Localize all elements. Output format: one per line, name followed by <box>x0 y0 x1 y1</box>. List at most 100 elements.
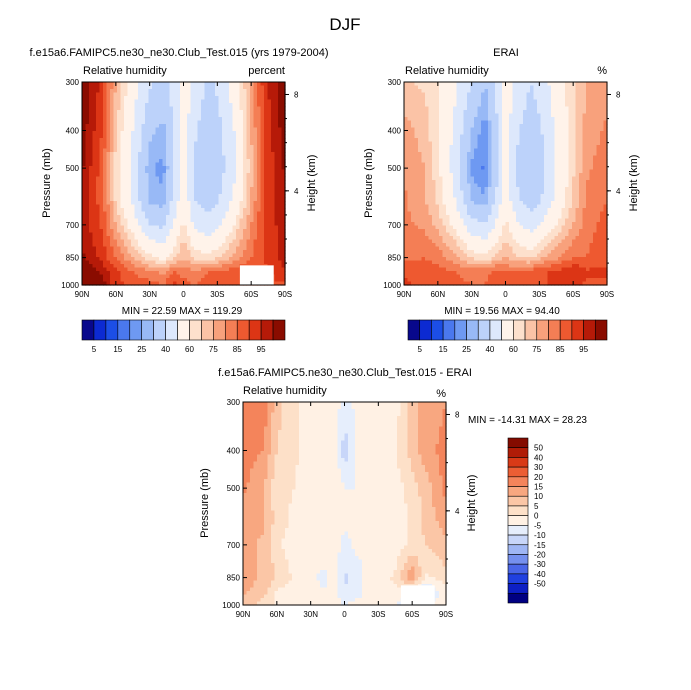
erai-cell <box>404 113 409 118</box>
model-cell <box>110 85 115 90</box>
model-cell <box>239 215 244 220</box>
model-cell <box>127 85 132 90</box>
erai-cell <box>519 124 524 129</box>
model-cell <box>145 180 150 185</box>
model-cell <box>190 236 195 241</box>
erai-cell <box>407 152 412 157</box>
model-x-tick-label: 0 <box>181 290 186 299</box>
model-cell <box>166 138 171 143</box>
model-cell <box>159 134 164 139</box>
erai-cell <box>428 89 433 94</box>
model-cell <box>173 131 178 136</box>
model-cell <box>281 183 286 188</box>
erai-cell <box>544 120 549 125</box>
model-cell <box>246 99 251 104</box>
erai-cell <box>428 110 433 115</box>
model-cell <box>169 127 174 132</box>
model-cell <box>204 257 209 262</box>
erai-cell <box>418 169 423 174</box>
model-cell <box>166 155 171 160</box>
model-cell <box>218 169 223 174</box>
model-cell <box>173 159 178 164</box>
model-cell <box>155 106 160 111</box>
erai-cell <box>428 113 433 118</box>
model-cell <box>138 82 143 87</box>
erai-cell <box>488 127 493 132</box>
erai-cell <box>589 92 594 97</box>
model-cell <box>278 117 283 122</box>
model-cell <box>92 225 97 230</box>
model-cell <box>211 218 216 223</box>
model-cell <box>134 127 139 132</box>
model-cell <box>169 253 174 258</box>
erai-cell <box>600 99 605 104</box>
erai-cell <box>425 89 430 94</box>
model-cell <box>103 239 108 244</box>
model-cell <box>264 92 269 97</box>
model-cell <box>281 152 286 157</box>
model-cell <box>197 243 202 248</box>
erai-cell <box>418 127 423 132</box>
model-cell <box>194 229 199 234</box>
model-cell <box>159 218 164 223</box>
model-cell <box>124 176 129 181</box>
model-cell <box>204 110 209 115</box>
erai-cell <box>540 85 545 90</box>
model-cell <box>120 124 125 129</box>
model-colorbar-label: 5 <box>92 345 97 354</box>
model-cell <box>96 253 101 258</box>
model-cell <box>169 176 174 181</box>
erai-cell <box>526 127 531 132</box>
erai-cell <box>460 127 465 132</box>
erai-cell <box>572 131 577 136</box>
model-cell <box>243 89 248 94</box>
erai-cell <box>572 166 577 171</box>
model-cell <box>96 222 101 227</box>
erai-cell <box>470 82 475 87</box>
model-cell <box>92 124 97 129</box>
model-cell <box>190 271 195 276</box>
model-cell <box>211 236 216 241</box>
erai-cell <box>418 162 423 167</box>
model-cell <box>236 281 241 286</box>
model-cell <box>278 197 283 202</box>
model-cell <box>229 194 234 199</box>
model-cell <box>253 176 258 181</box>
model-cell <box>96 274 101 279</box>
model-cell <box>274 92 279 97</box>
erai-cell <box>421 127 426 132</box>
model-cell <box>260 246 265 251</box>
model-cell <box>208 162 213 167</box>
model-cell <box>141 120 146 125</box>
model-cell <box>271 159 276 164</box>
erai-cell <box>439 145 444 150</box>
model-cell <box>152 166 157 171</box>
model-cell <box>162 113 167 118</box>
model-cell <box>92 145 97 150</box>
model-cell <box>243 124 248 129</box>
erai-cell <box>414 92 419 97</box>
model-cell <box>134 103 139 108</box>
erai-cell <box>582 89 587 94</box>
model-cell <box>180 96 185 101</box>
erai-cell <box>519 169 524 174</box>
erai-cell <box>418 145 423 150</box>
erai-cell <box>495 120 500 125</box>
erai-cell <box>558 166 563 171</box>
erai-cell <box>596 103 601 108</box>
model-cell <box>218 138 223 143</box>
erai-cell <box>439 117 444 122</box>
model-cell <box>225 190 230 195</box>
model-cell <box>117 222 122 227</box>
model-cell <box>141 229 146 234</box>
erai-cell <box>523 117 528 122</box>
model-cell <box>208 159 213 164</box>
model-cell <box>138 92 143 97</box>
erai-cell <box>530 92 535 97</box>
model-cell <box>117 169 122 174</box>
erai-cell <box>600 113 605 118</box>
model-cell <box>236 229 241 234</box>
model-cell <box>131 113 136 118</box>
erai-cell <box>449 127 454 132</box>
model-cell <box>120 110 125 115</box>
